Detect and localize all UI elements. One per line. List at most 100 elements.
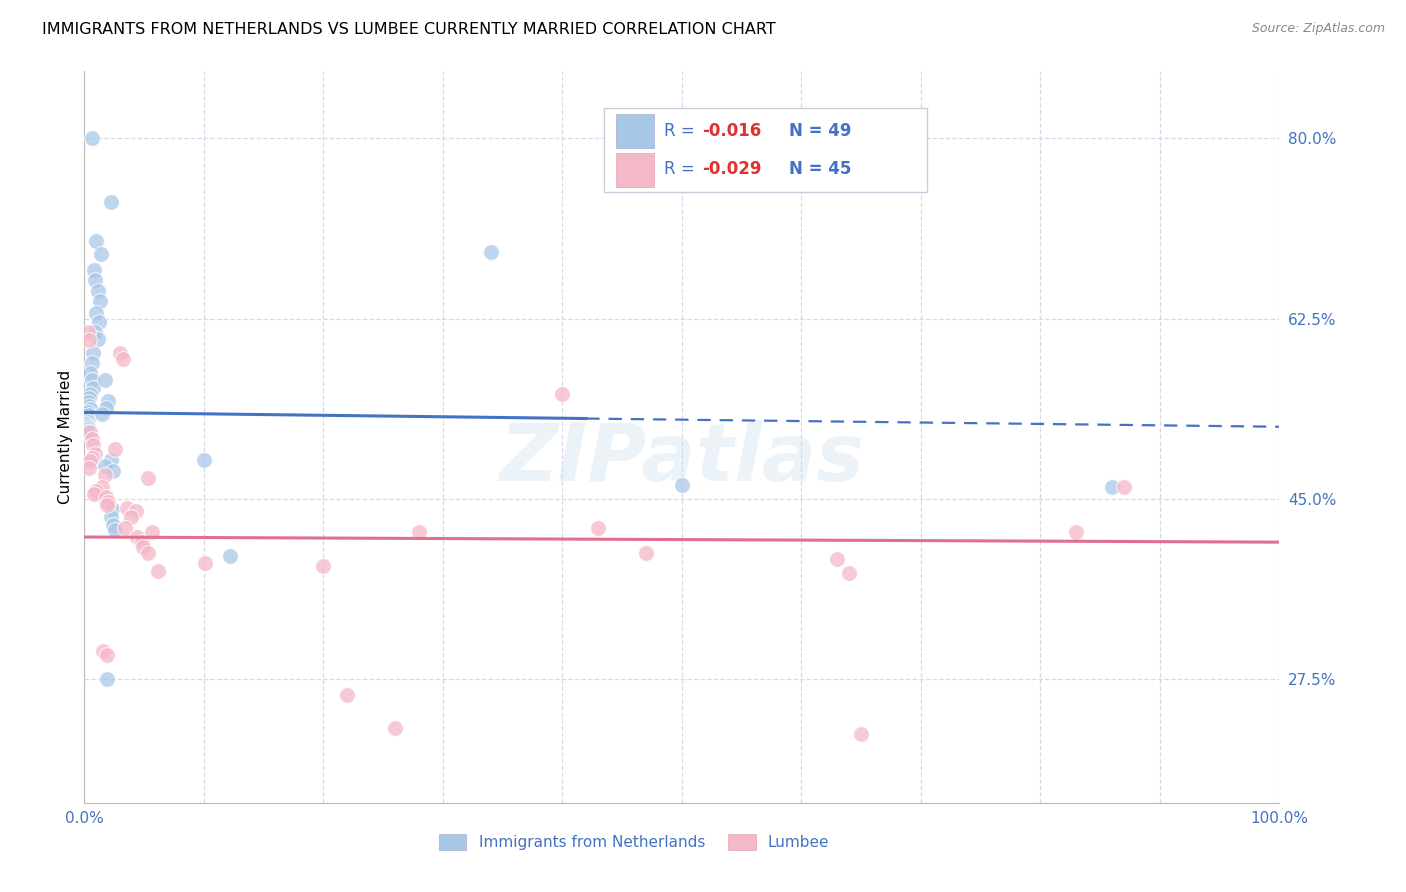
Point — [219, 549, 242, 563]
Point — [93, 468, 115, 483]
FancyBboxPatch shape — [616, 153, 654, 186]
Point — [76, 418, 98, 433]
Point — [77, 415, 100, 429]
Point — [120, 510, 142, 524]
Point — [91, 408, 114, 422]
Point — [83, 487, 105, 501]
Point — [77, 409, 100, 423]
Point — [82, 345, 104, 359]
Point — [96, 672, 118, 686]
FancyBboxPatch shape — [616, 114, 654, 148]
Point — [86, 483, 108, 498]
Point — [86, 306, 108, 320]
Point — [125, 504, 148, 518]
Point — [86, 235, 108, 249]
Point — [82, 438, 104, 452]
Point — [148, 564, 170, 578]
Point — [91, 479, 114, 493]
Point — [87, 315, 110, 329]
Text: ZIPatlas: ZIPatlas — [499, 420, 865, 498]
Point — [1101, 479, 1123, 493]
Point — [838, 566, 860, 580]
Point — [136, 471, 159, 485]
Point — [136, 547, 159, 561]
Text: -0.016: -0.016 — [702, 122, 762, 140]
Point — [94, 490, 117, 504]
Point — [77, 399, 100, 413]
Point — [312, 558, 335, 573]
Point — [97, 394, 120, 409]
Point — [194, 556, 217, 570]
Point — [77, 421, 100, 435]
Point — [384, 721, 406, 735]
Point — [77, 461, 100, 475]
Point — [96, 498, 118, 512]
Text: N = 45: N = 45 — [790, 161, 852, 178]
Point — [86, 332, 108, 346]
Point — [94, 494, 117, 508]
Point — [132, 541, 155, 555]
Point — [80, 131, 103, 145]
Point — [101, 464, 124, 478]
Point — [479, 244, 502, 259]
Point — [94, 401, 117, 416]
Point — [79, 425, 101, 439]
Point — [90, 246, 112, 260]
Point — [93, 458, 115, 473]
Text: Source: ZipAtlas.com: Source: ZipAtlas.com — [1251, 22, 1385, 36]
Point — [827, 551, 849, 566]
Point — [114, 521, 136, 535]
Point — [101, 502, 124, 516]
Point — [77, 333, 100, 347]
Point — [82, 381, 104, 395]
Point — [336, 688, 359, 702]
Point — [104, 442, 127, 457]
Point — [84, 273, 107, 287]
Point — [111, 351, 134, 366]
Point — [84, 325, 107, 339]
Point — [110, 345, 132, 359]
Point — [79, 386, 101, 401]
Point — [193, 452, 215, 467]
Point — [100, 452, 122, 467]
Point — [80, 373, 103, 387]
Point — [77, 411, 100, 425]
Point — [86, 284, 108, 298]
Point — [1114, 479, 1136, 493]
Text: N = 49: N = 49 — [790, 122, 852, 140]
Text: R =: R = — [664, 122, 700, 140]
Point — [80, 432, 103, 446]
Point — [141, 524, 163, 539]
Point — [131, 535, 153, 549]
Point — [80, 356, 103, 370]
Point — [125, 530, 148, 544]
Text: R =: R = — [664, 161, 700, 178]
Point — [76, 423, 98, 437]
Point — [551, 386, 574, 401]
Point — [77, 325, 100, 339]
Point — [408, 524, 430, 539]
Point — [79, 454, 101, 468]
Point — [83, 263, 105, 277]
Legend: Immigrants from Netherlands, Lumbee: Immigrants from Netherlands, Lumbee — [439, 834, 830, 850]
Point — [104, 523, 127, 537]
Point — [100, 195, 122, 210]
Point — [93, 644, 115, 658]
Point — [77, 391, 100, 405]
Point — [97, 495, 120, 509]
Point — [671, 478, 693, 492]
Point — [79, 366, 101, 380]
Point — [76, 425, 98, 439]
Point — [588, 521, 610, 535]
Point — [79, 402, 101, 417]
Point — [636, 547, 658, 561]
Point — [77, 395, 100, 409]
Point — [851, 727, 873, 741]
Point — [96, 648, 118, 663]
Y-axis label: Currently Married: Currently Married — [58, 370, 73, 504]
Point — [77, 405, 100, 419]
Point — [84, 446, 107, 460]
Point — [76, 417, 98, 431]
Point — [93, 373, 115, 387]
Point — [100, 510, 122, 524]
